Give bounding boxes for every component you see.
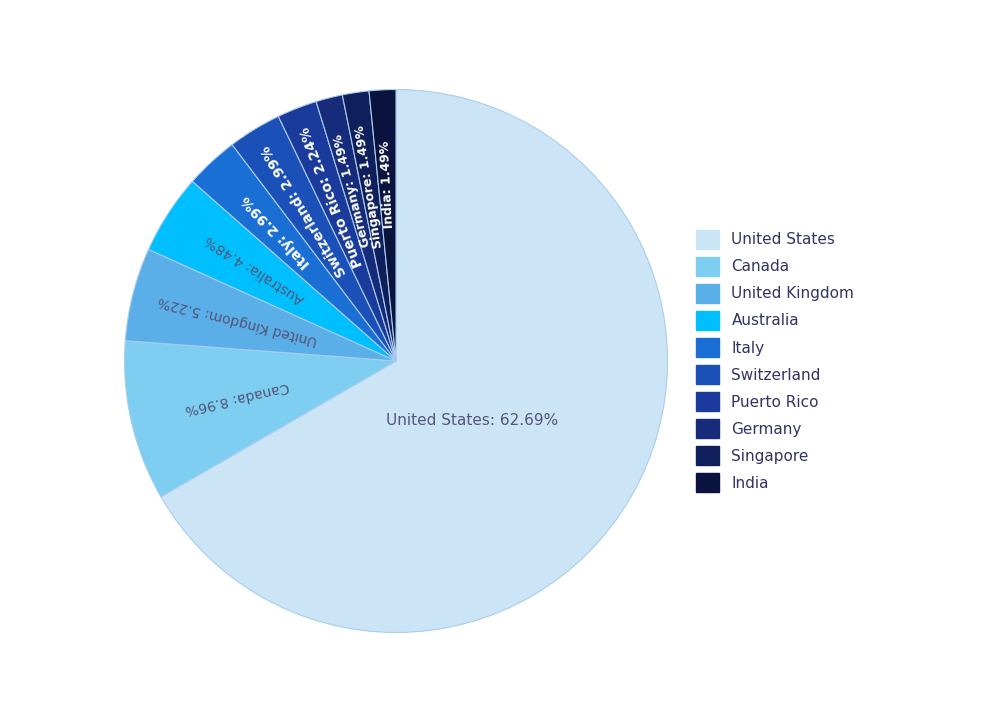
Wedge shape [369,90,396,361]
Text: United States: 62.69%: United States: 62.69% [386,413,558,428]
Text: Australia: 4.48%: Australia: 4.48% [203,232,307,307]
Wedge shape [278,102,396,361]
Text: Italy: 2.99%: Italy: 2.99% [239,193,313,271]
Text: Puerto Rico: 2.24%: Puerto Rico: 2.24% [298,124,365,269]
Text: India: 1.49%: India: 1.49% [378,141,396,229]
Text: Canada: 8.96%: Canada: 8.96% [184,378,291,416]
Wedge shape [232,116,396,361]
Text: Singapore: 1.49%: Singapore: 1.49% [354,124,385,249]
Wedge shape [192,144,396,361]
Wedge shape [343,91,396,361]
Wedge shape [125,341,396,497]
Legend: United States, Canada, United Kingdom, Australia, Italy, Switzerland, Puerto Ric: United States, Canada, United Kingdom, A… [689,222,862,500]
Wedge shape [126,249,396,361]
Text: Germany: 1.49%: Germany: 1.49% [332,132,373,248]
Text: Switzerland: 2.99%: Switzerland: 2.99% [258,142,349,279]
Wedge shape [316,95,396,361]
Wedge shape [148,181,396,361]
Text: United Kingdom: 5.22%: United Kingdom: 5.22% [156,294,320,348]
Wedge shape [161,90,667,632]
